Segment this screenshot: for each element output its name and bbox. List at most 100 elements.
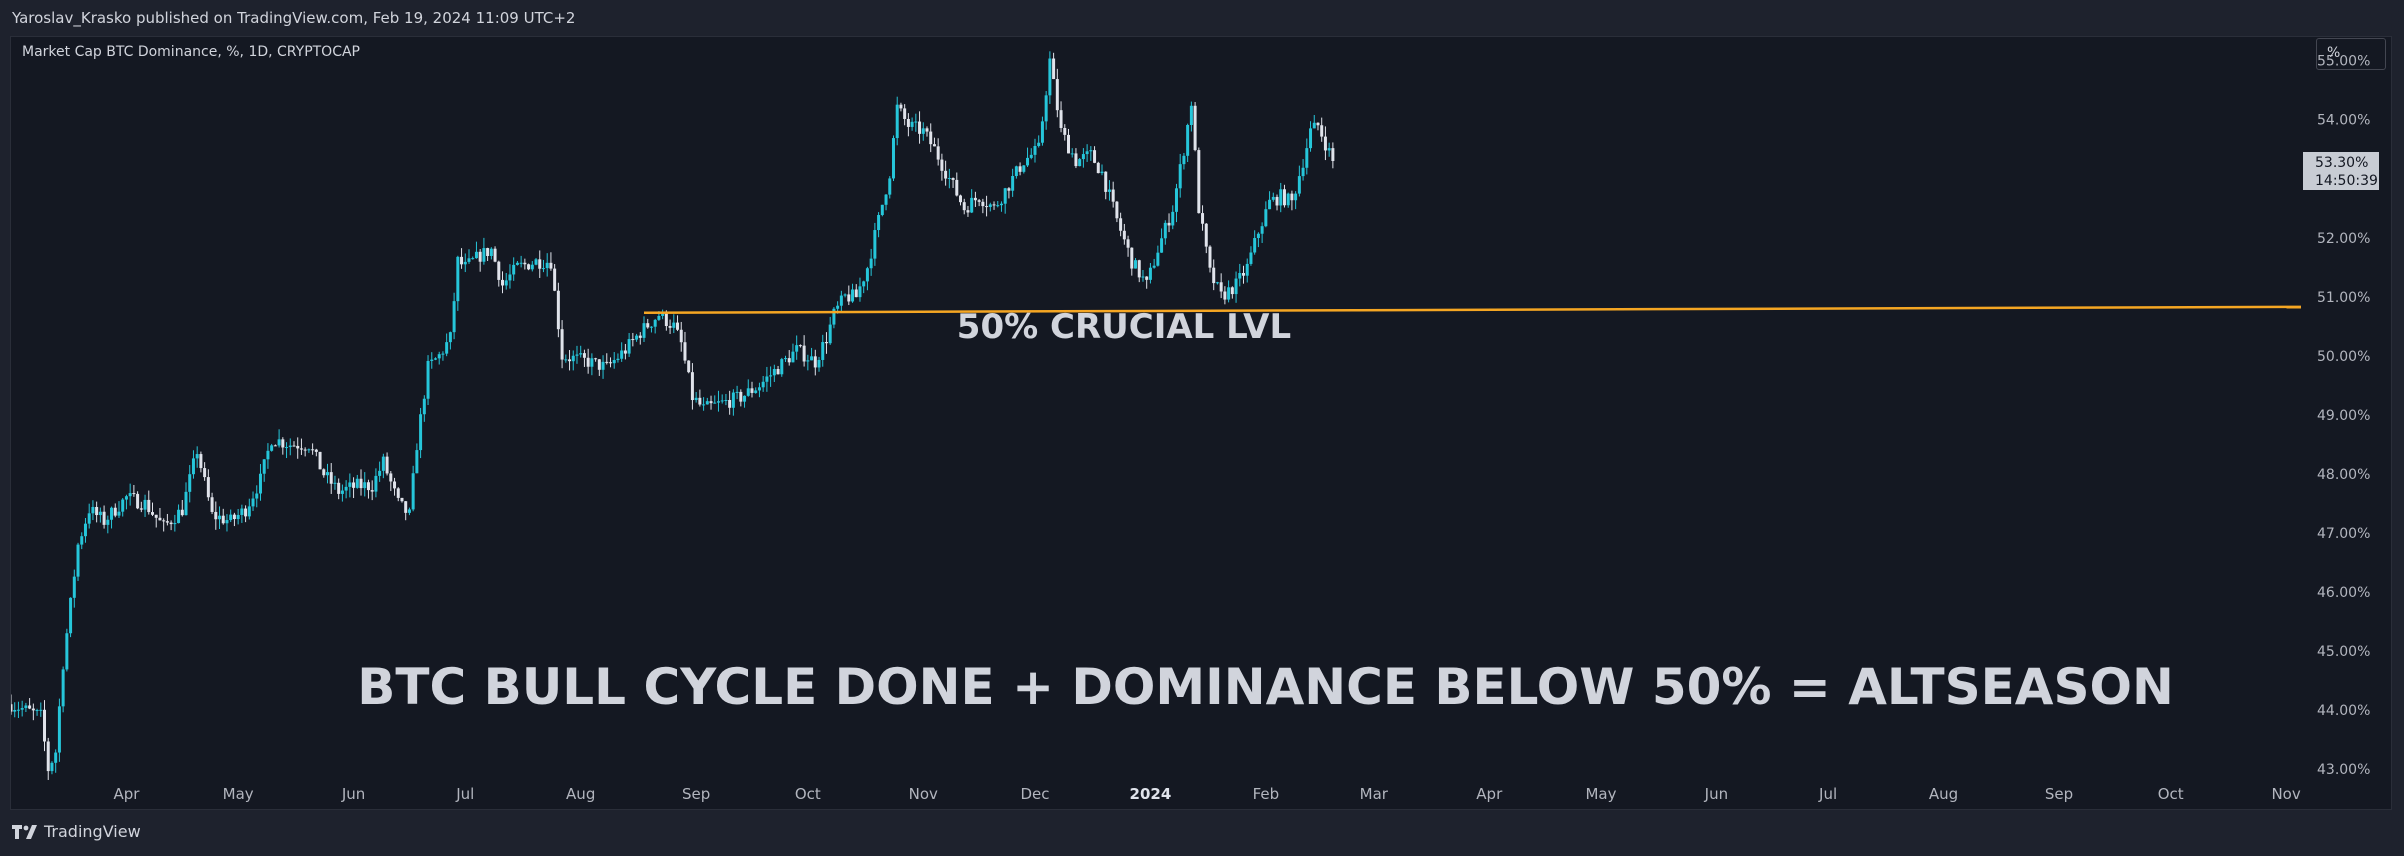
candle [761, 376, 765, 392]
candle [136, 491, 140, 510]
candle [57, 698, 61, 762]
candle [258, 464, 262, 501]
candle [46, 737, 50, 780]
candle [404, 500, 408, 521]
candle-body [586, 357, 590, 367]
candle [1152, 258, 1156, 269]
candle [1160, 228, 1164, 253]
price-chart[interactable]: 50% CRUCIAL LVL BTC BULL CYCLE DONE + DOM… [11, 37, 2393, 811]
candle [150, 502, 154, 517]
candle [1215, 281, 1219, 285]
candle-body [1003, 188, 1007, 204]
candle [422, 395, 426, 422]
candle-body [1189, 105, 1193, 125]
unit-selector[interactable]: % [2316, 38, 2386, 70]
candle-body [1320, 125, 1324, 137]
candle [1107, 180, 1111, 201]
candle-body [951, 178, 955, 180]
candle [1029, 148, 1033, 160]
candle-body [649, 326, 653, 328]
candle [1119, 212, 1123, 237]
candle [992, 201, 996, 210]
candle-body [802, 345, 806, 362]
candle-body [534, 259, 538, 265]
candle-body [765, 376, 769, 382]
candle [959, 194, 963, 206]
time-tick-label: May [223, 785, 254, 803]
candle [352, 477, 356, 499]
candle [162, 518, 166, 532]
candle-body [1309, 128, 1313, 149]
candle [1081, 148, 1085, 168]
candle [944, 160, 948, 186]
candle [363, 472, 367, 497]
candle-body [575, 354, 579, 356]
time-tick-label: Nov [909, 785, 938, 803]
candle-body [1115, 201, 1119, 219]
candle-body [482, 248, 486, 262]
candle [1063, 124, 1067, 141]
price-tick-label: 48.00% [2317, 467, 2370, 483]
candle-body [1011, 176, 1015, 191]
time-tick-label: Apr [113, 785, 140, 803]
candle [564, 354, 568, 363]
candle-body [1078, 159, 1082, 167]
candle [590, 353, 594, 376]
candle [843, 293, 847, 298]
candle-body [244, 508, 248, 517]
candle-body [884, 194, 888, 205]
candle [303, 447, 307, 457]
candle [389, 470, 393, 492]
candle-body [806, 360, 810, 362]
candle-body [929, 131, 933, 145]
candle [903, 104, 907, 126]
candle-body [843, 294, 847, 296]
candle-body [1163, 222, 1167, 239]
candle [791, 343, 795, 363]
tradingview-logo[interactable]: TradingView [12, 822, 141, 841]
candle [1011, 168, 1015, 197]
candle [359, 469, 363, 496]
candle [1238, 263, 1242, 287]
candle [981, 198, 985, 214]
candle-body [784, 358, 788, 360]
candle [951, 177, 955, 188]
candle [750, 381, 754, 398]
candle-body [1141, 276, 1145, 278]
candle [560, 320, 564, 369]
candle [72, 569, 76, 608]
candle [862, 280, 866, 294]
candle-body [445, 342, 449, 354]
candle-body [891, 138, 895, 179]
candle [61, 666, 65, 713]
candle-body [1026, 157, 1030, 166]
candle-body [653, 319, 657, 327]
candle-body [877, 215, 881, 231]
candle-body [590, 358, 594, 367]
candle [54, 749, 58, 773]
candle-body [579, 353, 583, 355]
candle [385, 452, 389, 476]
candle-body [895, 104, 899, 139]
candle [1320, 117, 1324, 142]
candle-body [396, 488, 400, 498]
candle-body [545, 262, 549, 269]
candle [210, 492, 214, 515]
candle-body [478, 251, 482, 262]
candle-body [1297, 176, 1301, 194]
candle-body [229, 514, 233, 521]
candle-body [28, 705, 32, 709]
chart-area[interactable]: 50% CRUCIAL LVL BTC BULL CYCLE DONE + DOM… [10, 36, 2392, 810]
candle [344, 480, 348, 499]
candle-body [165, 521, 169, 523]
candle-body [698, 397, 702, 405]
candle [1122, 223, 1126, 245]
candle [1163, 220, 1167, 245]
candle-body [385, 456, 389, 474]
candle-body [366, 482, 370, 491]
candle-body [236, 514, 240, 520]
candle [1227, 280, 1231, 303]
candle [366, 479, 370, 499]
candle-body [743, 395, 747, 402]
candle [910, 117, 914, 131]
